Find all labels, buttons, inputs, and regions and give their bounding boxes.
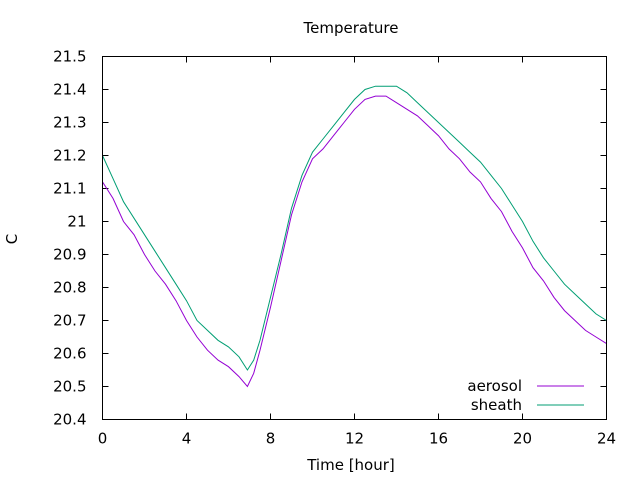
x-tick-label: 20: [513, 430, 532, 448]
series-lines: [102, 85, 607, 388]
y-tick-label: 21: [67, 213, 86, 231]
chart-title: Temperature: [302, 19, 398, 37]
x-tick-label: 16: [429, 430, 448, 448]
axes: 0 4 8 12 16 20 24 20.4 20.5 20.6 20.7 20.8 20.9 21 21.…: [53, 48, 616, 448]
x-tick-label: 12: [345, 430, 364, 448]
y-axis-label: C: [3, 234, 21, 244]
y-tick-label: 20.8: [53, 279, 86, 297]
x-tick-label: 24: [597, 430, 616, 448]
plot-frame: [102, 56, 607, 420]
y-tick-label: 21.2: [53, 147, 86, 165]
legend-label-sheath: sheath: [471, 396, 522, 414]
series-line-sheath: [102, 85, 607, 371]
x-tick-label: 4: [182, 430, 192, 448]
y-tick-label: 21.1: [53, 180, 86, 198]
y-tick-label: 20.6: [53, 345, 86, 363]
x-tick-label: 0: [98, 430, 108, 448]
y-tick-label: 20.9: [53, 246, 86, 264]
series-line-aerosol: [102, 95, 607, 388]
y-tick-label: 21.3: [53, 114, 86, 132]
y-tick-label: 21.5: [53, 48, 86, 66]
x-axis-label: Time [hour]: [306, 456, 395, 474]
y-tick-label: 20.5: [53, 378, 86, 396]
y-tick-label: 21.4: [53, 81, 86, 99]
y-tick-label: 20.4: [53, 411, 86, 429]
x-tick-label: 8: [266, 430, 276, 448]
legend-label-aerosol: aerosol: [467, 377, 522, 395]
y-tick-label: 20.7: [53, 312, 86, 330]
